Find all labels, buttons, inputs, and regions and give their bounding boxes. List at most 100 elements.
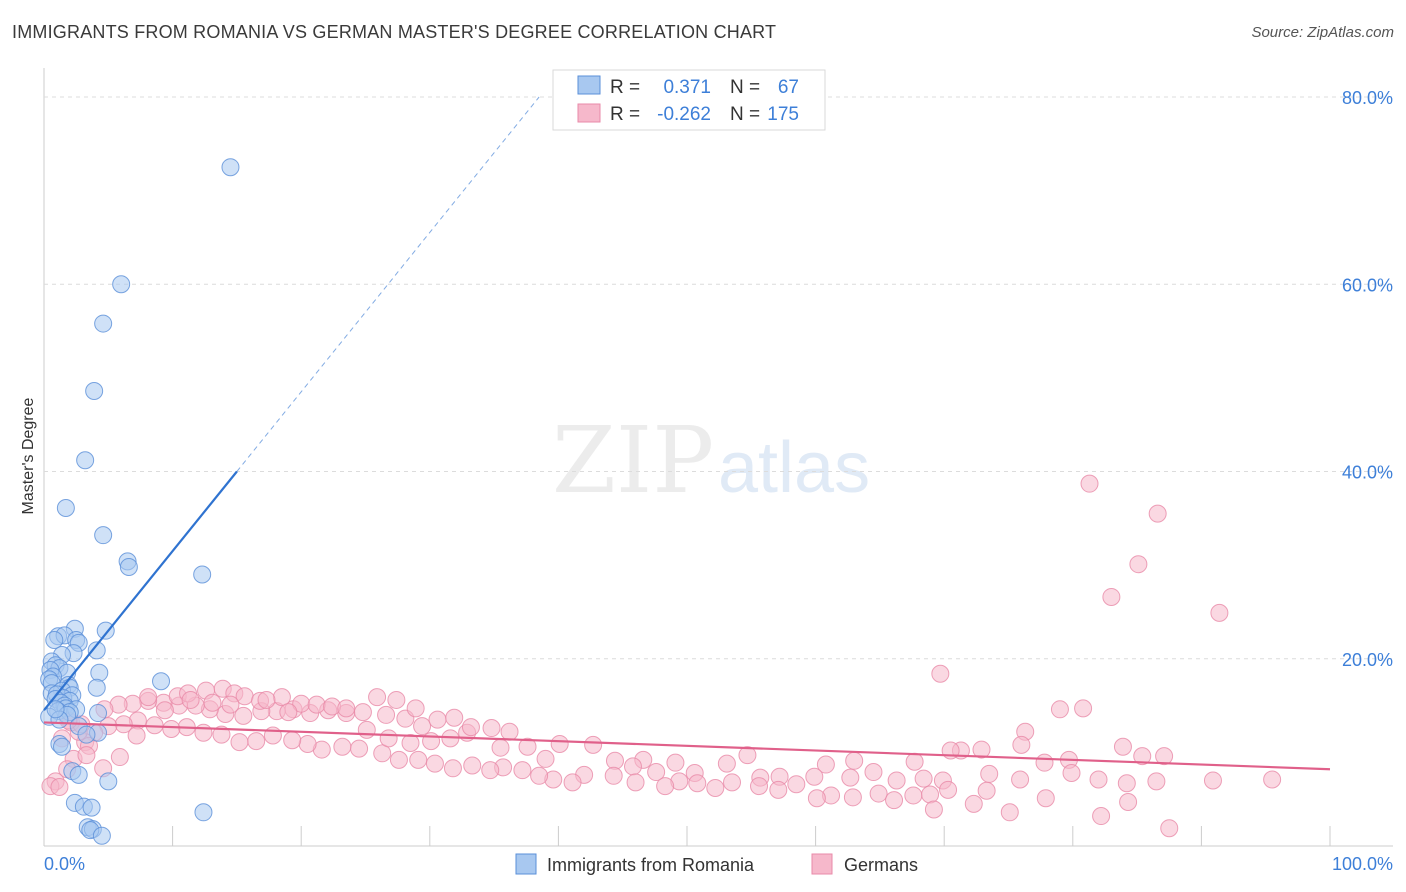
germans-point xyxy=(513,761,532,780)
germans-point xyxy=(401,734,420,753)
germans-point xyxy=(139,688,158,707)
germans-point xyxy=(563,773,582,792)
bottom-legend-swatch-romania xyxy=(515,853,537,875)
germans-point xyxy=(445,708,464,727)
germans-point xyxy=(283,731,302,750)
germans-point xyxy=(482,719,501,738)
germans-point xyxy=(666,753,685,772)
germans-point xyxy=(584,735,603,754)
germans-point xyxy=(1133,747,1152,766)
y-tick-label: 80.0% xyxy=(1342,88,1393,108)
germans-point xyxy=(977,781,996,800)
germans-point xyxy=(463,756,482,775)
legend-r-value-romania: 0.371 xyxy=(663,77,711,98)
germans-point xyxy=(353,703,372,722)
germans-point xyxy=(530,766,549,785)
germans-point xyxy=(50,778,69,797)
legend-swatch-germans xyxy=(577,103,601,123)
germans-point xyxy=(1148,504,1167,523)
germans-point xyxy=(1113,737,1132,756)
germans-point xyxy=(406,699,425,718)
germans-point xyxy=(387,690,406,709)
germans-point xyxy=(550,734,569,753)
germans-point xyxy=(461,718,480,737)
germans-point xyxy=(1210,603,1229,622)
romania-point xyxy=(53,737,72,756)
x-ticks xyxy=(43,826,1331,846)
romania-point xyxy=(96,621,115,640)
germans-point xyxy=(787,775,806,794)
germans-point xyxy=(1129,555,1148,574)
germans-point xyxy=(1035,753,1054,772)
romania-point xyxy=(92,826,111,845)
germans-point xyxy=(914,769,933,788)
romania-point xyxy=(87,641,106,660)
germans-point xyxy=(887,771,906,790)
germans-point xyxy=(379,729,398,748)
germans-point xyxy=(203,693,222,712)
romania-point xyxy=(76,451,95,470)
germans-point xyxy=(931,664,950,683)
germans-point xyxy=(337,699,356,718)
germans-point xyxy=(1050,700,1069,719)
germans-point xyxy=(841,768,860,787)
romania-point xyxy=(87,678,106,697)
germans-point xyxy=(885,791,904,810)
germans-point xyxy=(939,780,958,799)
germans-point xyxy=(1074,699,1093,718)
germans-point xyxy=(377,705,396,724)
germans-point xyxy=(257,690,276,709)
romania-point xyxy=(90,663,109,682)
germans-point xyxy=(491,738,510,757)
series-legend: Immigrants from Romania Germans xyxy=(515,853,918,875)
germans-point xyxy=(230,733,249,752)
germans-point xyxy=(807,789,826,808)
romania-point xyxy=(69,765,88,784)
germans-point xyxy=(221,695,240,714)
romania-point xyxy=(77,725,96,744)
germans-point xyxy=(769,780,788,799)
germans-point xyxy=(162,719,181,738)
germans-point xyxy=(1080,474,1099,493)
germans-point xyxy=(350,739,369,758)
germans-point xyxy=(298,734,317,753)
germans-trend-line xyxy=(43,721,1331,771)
germans-point xyxy=(1092,807,1111,826)
germans-point xyxy=(924,800,943,819)
germans-point xyxy=(272,688,291,707)
y-tick-label: 20.0% xyxy=(1342,650,1393,670)
romania-point xyxy=(112,275,131,294)
germans-point xyxy=(738,746,757,765)
germans-point xyxy=(181,690,200,709)
bottom-legend-swatch-germans xyxy=(811,853,833,875)
y-tick-labels: 20.0% 40.0% 60.0% 80.0% xyxy=(1342,88,1393,670)
y-axis-title: Master's Degree xyxy=(20,397,37,514)
germans-point xyxy=(1155,747,1174,766)
watermark: ZIP atlas xyxy=(552,407,870,514)
germans-point xyxy=(518,737,537,756)
romania-point xyxy=(89,704,108,723)
germans-point xyxy=(964,794,983,813)
germans-point xyxy=(864,763,883,782)
legend-n-label-germans: N = xyxy=(730,104,760,125)
germans-point xyxy=(357,720,376,739)
correlation-legend: R = 0.371 N = 67 R = -0.262 N = 175 xyxy=(552,69,826,131)
legend-r-label-romania: R = xyxy=(610,77,640,98)
germans-point xyxy=(626,773,645,792)
germans-point xyxy=(1062,763,1081,782)
trend-lines xyxy=(43,96,1331,771)
x-tick-label-max: 100.0% xyxy=(1332,854,1393,874)
legend-n-value-romania: 67 xyxy=(778,77,799,98)
romania-point xyxy=(85,381,104,400)
germans-point xyxy=(1117,774,1136,793)
germans-point xyxy=(333,737,352,756)
germans-point xyxy=(816,755,835,774)
grid-lines xyxy=(44,96,1393,660)
germans-point xyxy=(77,746,96,765)
germans-point xyxy=(656,777,675,796)
germans-point xyxy=(750,777,769,796)
romania-point xyxy=(82,798,101,817)
germans-point xyxy=(110,748,129,767)
germans-point xyxy=(623,757,642,776)
